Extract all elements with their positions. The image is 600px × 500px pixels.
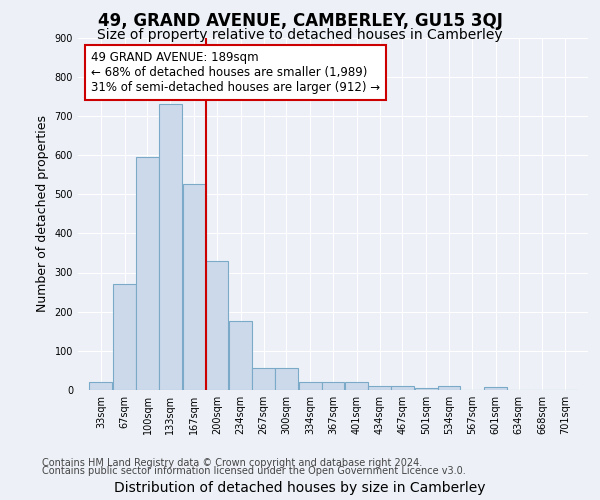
Bar (252, 368, 275, 390)
Bar (182, 184, 205, 390)
Text: 49, GRAND AVENUE, CAMBERLEY, GU15 3QJ: 49, GRAND AVENUE, CAMBERLEY, GU15 3QJ (98, 12, 502, 30)
Text: Size of property relative to detached houses in Camberley: Size of property relative to detached ho… (97, 28, 503, 42)
Bar (275, 368, 298, 390)
Bar (299, 382, 322, 390)
Bar (229, 322, 252, 390)
Bar (415, 388, 437, 390)
Text: Contains public sector information licensed under the Open Government Licence v3: Contains public sector information licen… (42, 466, 466, 476)
Bar (159, 104, 182, 390)
Bar (136, 157, 159, 390)
Text: Contains HM Land Registry data © Crown copyright and database right 2024.: Contains HM Land Registry data © Crown c… (42, 458, 422, 468)
Y-axis label: Number of detached properties: Number of detached properties (36, 116, 49, 312)
Text: 49 GRAND AVENUE: 189sqm
← 68% of detached houses are smaller (1,989)
31% of semi: 49 GRAND AVENUE: 189sqm ← 68% of detache… (91, 51, 380, 94)
Bar (322, 382, 344, 390)
Bar (437, 386, 461, 390)
Bar (89, 382, 112, 390)
Bar (391, 386, 414, 390)
Bar (368, 386, 391, 390)
Bar (205, 261, 229, 390)
Bar (484, 387, 507, 390)
Text: Distribution of detached houses by size in Camberley: Distribution of detached houses by size … (114, 481, 486, 495)
Bar (345, 382, 368, 390)
Bar (113, 284, 136, 390)
